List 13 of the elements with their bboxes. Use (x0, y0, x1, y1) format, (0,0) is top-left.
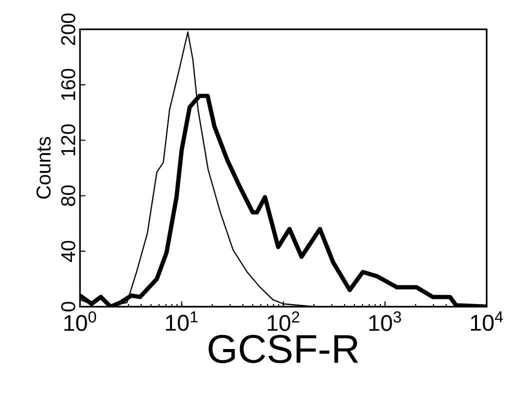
x-tick-label: 10$^{2}$ (268, 311, 300, 332)
y-tick-label: 120 (61, 124, 76, 156)
x-tick-label: 10$^{1}$ (166, 311, 198, 331)
x-tick-label: 10$^{0}$ (64, 311, 96, 332)
y-axis-title: Counts (36, 137, 51, 199)
x-tick-label: 10$^{3}$ (369, 311, 401, 332)
y-tick-label: 160 (61, 68, 76, 100)
x-tick-label: 10$^{4}$ (471, 311, 503, 331)
x-axis-title: GCSF-R (208, 334, 358, 364)
y-tick-label: 200 (61, 13, 76, 46)
y-tick-label: 0 (61, 302, 76, 312)
y-tick-label: 80 (61, 185, 76, 206)
y-tick-label: 40 (61, 240, 76, 262)
